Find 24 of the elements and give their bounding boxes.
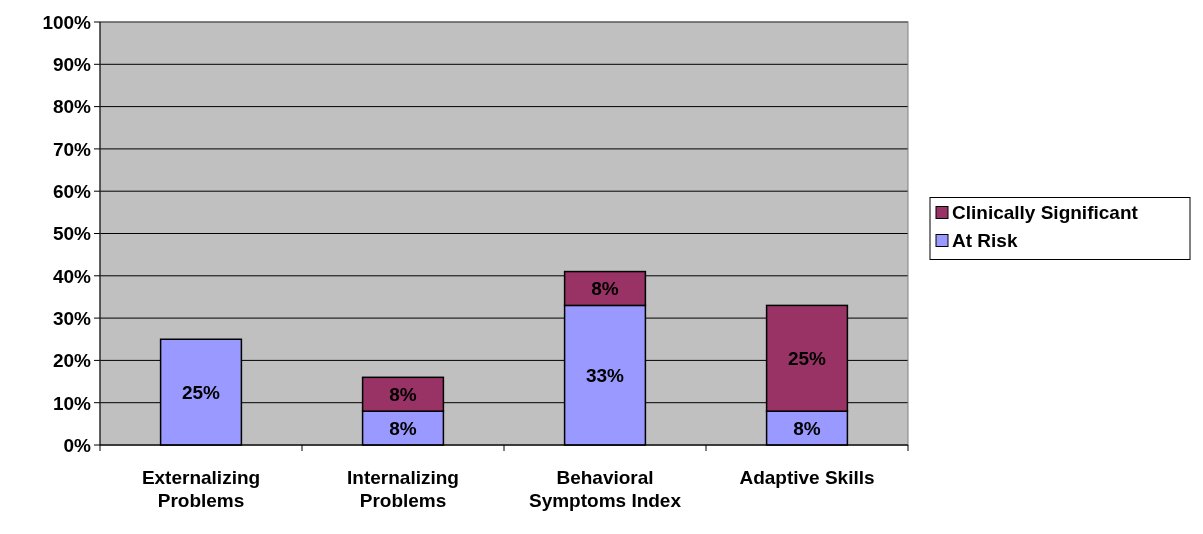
y-tick-label: 80% bbox=[52, 96, 92, 118]
y-tick-label: 10% bbox=[52, 392, 92, 414]
y-tick-label: 40% bbox=[52, 265, 92, 287]
x-tick-label: Adaptive Skills bbox=[739, 467, 875, 488]
legend-label: At Risk bbox=[952, 230, 1018, 252]
data-label: 8% bbox=[389, 417, 417, 439]
y-tick-label: 20% bbox=[52, 350, 92, 372]
y-tick-label: 70% bbox=[52, 138, 92, 160]
legend-label: Clinically Significant bbox=[952, 202, 1139, 224]
data-label: 25% bbox=[787, 348, 827, 370]
y-tick-label: 60% bbox=[52, 181, 92, 203]
data-label: 33% bbox=[585, 365, 625, 387]
x-tick-label: Internalizing Problems bbox=[347, 467, 459, 511]
data-label: 25% bbox=[181, 381, 221, 403]
x-tick-label: Externalizing Problems bbox=[141, 467, 261, 511]
data-label: 8% bbox=[793, 417, 821, 439]
y-tick-label: 90% bbox=[52, 54, 92, 76]
data-label: 8% bbox=[389, 384, 417, 406]
y-tick-label: 100% bbox=[42, 11, 92, 33]
x-tick-label: Behavioral Symptoms Index bbox=[528, 467, 682, 511]
y-tick-label: 0% bbox=[63, 434, 92, 456]
y-tick-label: 50% bbox=[52, 223, 92, 245]
data-label: 8% bbox=[591, 278, 619, 300]
y-tick-label: 30% bbox=[52, 307, 92, 329]
